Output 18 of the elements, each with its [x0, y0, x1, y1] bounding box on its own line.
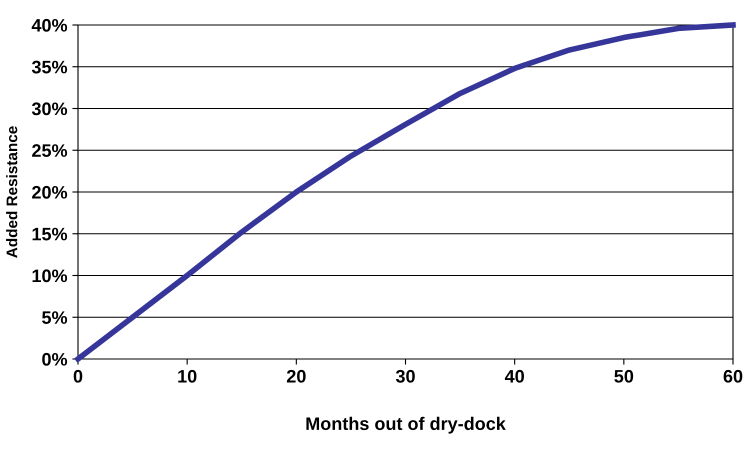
x-tick-label: 30 — [396, 370, 415, 383]
y-tick-label: 40% — [32, 18, 68, 32]
y-tick-label: 30% — [32, 102, 68, 116]
x-tick-label: 20 — [286, 370, 306, 383]
y-tick-label: 0% — [42, 352, 68, 366]
x-tick-label: 60 — [724, 370, 742, 383]
y-tick-label: 35% — [32, 60, 68, 74]
y-tick-label: 20% — [32, 186, 68, 199]
y-tick-label: 5% — [42, 311, 68, 324]
y-tick-label: 25% — [32, 144, 68, 157]
y-tick-label: 10% — [32, 269, 68, 282]
y-axis-title: Added Resistance — [6, 126, 18, 258]
y-tick-label: 15% — [32, 228, 68, 240]
x-tick-label: 40 — [504, 370, 524, 383]
x-tick-label: 50 — [614, 370, 634, 383]
x-tick-label: 10 — [178, 370, 196, 383]
x-axis-title: Months out of dry-dock — [306, 416, 506, 434]
x-tick-label: 0 — [74, 370, 82, 383]
